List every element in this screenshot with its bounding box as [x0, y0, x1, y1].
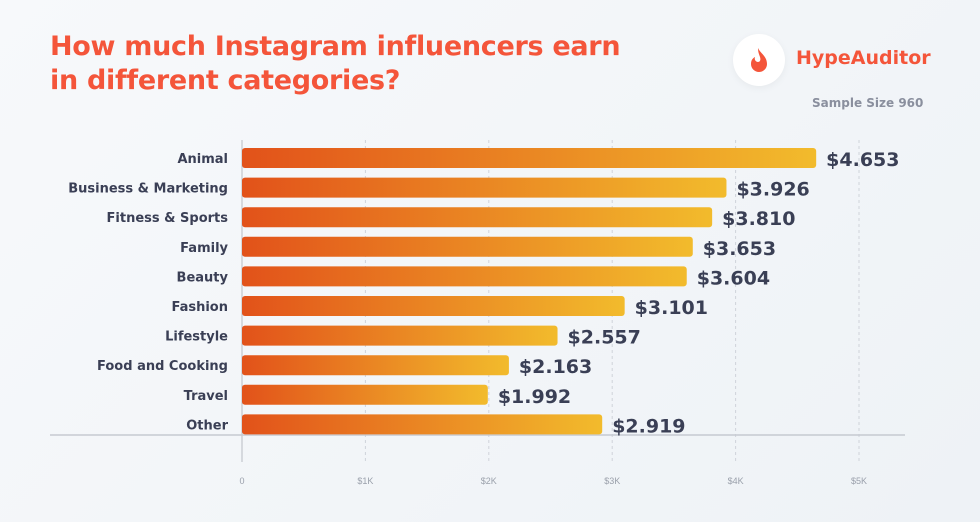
bar [242, 148, 817, 168]
x-tick-label: $5K [851, 476, 867, 486]
x-tick-label: 0 [239, 476, 244, 486]
category-label: Animal [177, 152, 228, 167]
bar [242, 355, 509, 376]
value-label: $3.926 [736, 179, 809, 201]
category-label: Lifestyle [165, 330, 228, 345]
bar [242, 236, 693, 257]
sample-size: Sample Size 960 [812, 96, 924, 110]
value-label: $2.919 [612, 415, 685, 437]
chart-title: How much Instagram influencers earn in di… [50, 30, 621, 98]
title-line-1: How much Instagram influencers earn [50, 31, 621, 62]
value-label: $3.810 [722, 208, 795, 230]
value-label: $1.992 [498, 386, 571, 408]
value-label: $3.604 [697, 267, 770, 289]
category-label: Fashion [171, 300, 228, 315]
category-label: Family [180, 241, 228, 256]
bar [242, 414, 603, 435]
bar [242, 207, 713, 228]
x-tick-label: $3K [604, 476, 620, 486]
bar [242, 177, 727, 198]
value-label: $2.163 [519, 356, 592, 378]
flame-icon [751, 48, 767, 72]
x-tick-label: $4K [728, 476, 744, 486]
category-label: Other [186, 418, 228, 433]
brand-name: HypeAuditor [796, 47, 931, 69]
x-tick-label: $1K [357, 476, 373, 486]
title-line-2: in different categories? [50, 65, 401, 96]
bar [242, 266, 687, 287]
category-label: Food and Cooking [97, 359, 228, 374]
category-label: Fitness & Sports [107, 211, 229, 226]
bar [242, 296, 625, 316]
category-label: Beauty [177, 270, 229, 285]
value-label: $3.653 [703, 238, 776, 260]
category-label: Business & Marketing [68, 182, 228, 197]
value-label: $4.653 [826, 149, 899, 171]
brand-logo [733, 34, 785, 86]
bar [242, 325, 558, 346]
value-label: $2.557 [568, 327, 641, 349]
bar [242, 384, 488, 405]
x-tick-label: $2K [481, 476, 497, 486]
category-label: Travel [184, 389, 228, 404]
value-label: $3.101 [635, 297, 708, 319]
